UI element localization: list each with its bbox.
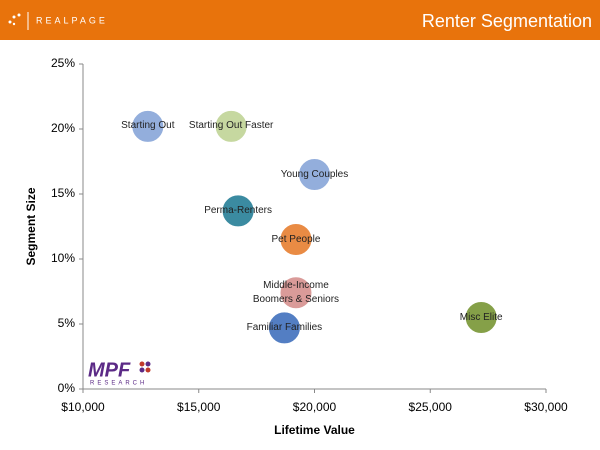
brand-icon [8, 13, 21, 26]
x-tick-label: $30,000 [524, 400, 568, 414]
bubble [214, 109, 248, 143]
x-tick-label: $20,000 [293, 400, 337, 414]
y-tick-label: 0% [58, 381, 76, 395]
x-tick-label: $15,000 [177, 400, 221, 414]
bubble [267, 311, 301, 345]
header-bar [0, 0, 600, 40]
point-label: Perma-Renters [204, 204, 272, 216]
bubble [279, 276, 313, 310]
logo-dots [139, 361, 151, 373]
slide-title: Renter Segmentation [422, 11, 592, 31]
bubble [279, 223, 313, 256]
point-label: Starting Out [121, 120, 175, 132]
bubble [298, 158, 331, 191]
bubble [464, 301, 498, 334]
x-tick-label: $25,000 [409, 400, 453, 414]
x-tick-label: $10,000 [61, 400, 105, 414]
x-axis-label: Lifetime Value [274, 423, 355, 437]
y-tick-label: 20% [51, 121, 75, 135]
y-tick-label: 5% [58, 316, 76, 330]
bubble [131, 109, 165, 143]
point-label: Middle-Income Boomers & Seniors [252, 279, 340, 305]
bubble [221, 194, 255, 228]
y-tick-label: 15% [51, 186, 75, 200]
point-label: Familiar Families [246, 321, 323, 333]
y-axis-label: Segment Size [24, 187, 38, 265]
point-label: Starting Out Faster [188, 120, 274, 132]
point-label: Young Couples [280, 168, 349, 180]
point-label: Pet People [271, 233, 321, 245]
brand: REALPAGE [36, 15, 108, 25]
y-tick-label: 25% [51, 56, 75, 70]
point-label: Misc Elite [459, 311, 503, 323]
logo-mark: MPF [88, 359, 131, 381]
y-tick-label: 10% [51, 251, 75, 265]
logo-sub: RESEARCH [90, 381, 147, 387]
